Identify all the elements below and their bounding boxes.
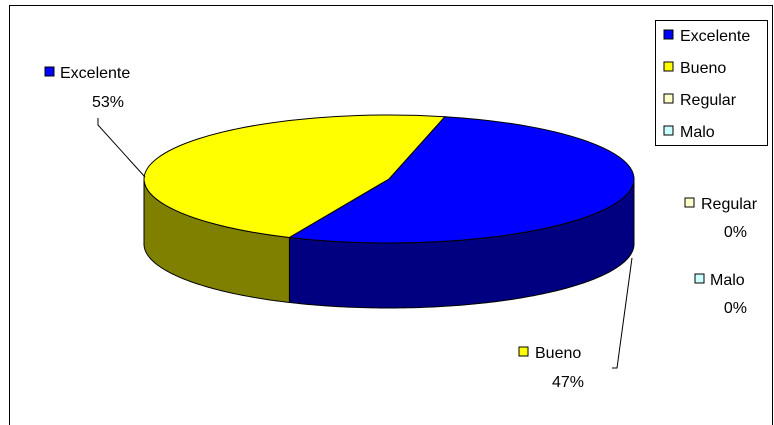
data-label-regular: Regular 0% bbox=[684, 196, 758, 241]
data-label-malo: Malo 0% bbox=[694, 272, 747, 317]
data-label-name-excelente: Excelente bbox=[60, 65, 130, 82]
legend-swatch-regular bbox=[663, 93, 674, 104]
legend-swatch-malo bbox=[663, 125, 674, 136]
data-label-pct-malo: 0% bbox=[724, 300, 747, 317]
legend-item-excelente: Excelente bbox=[663, 28, 750, 45]
pie-tops bbox=[143, 114, 635, 244]
legend-box bbox=[655, 20, 768, 146]
data-label-excelente: Excelente 53% bbox=[44, 65, 130, 111]
data-label-pct-excelente: 53% bbox=[92, 94, 124, 111]
data-label-marker-bueno bbox=[518, 346, 529, 357]
legend-label-regular: Regular bbox=[680, 92, 737, 109]
legend-item-malo: Malo bbox=[663, 124, 715, 141]
data-label-pct-bueno: 47% bbox=[552, 374, 584, 391]
data-label-marker-excelente bbox=[44, 66, 55, 77]
data-label-name-malo: Malo bbox=[710, 272, 745, 289]
pie-slice-excelente bbox=[287, 116, 635, 244]
legend-swatch-bueno bbox=[663, 61, 674, 72]
legend-swatch-excelente bbox=[663, 29, 674, 40]
leader-line-excelente bbox=[97, 118, 146, 178]
legend-label-malo: Malo bbox=[680, 124, 715, 141]
leader-line-bueno bbox=[612, 257, 633, 369]
data-label-marker-regular bbox=[684, 197, 695, 208]
pie-slice-bueno bbox=[143, 114, 446, 238]
chart-border bbox=[9, 5, 773, 425]
data-label-pct-regular: 0% bbox=[724, 224, 747, 241]
data-label-bueno: Bueno 47% bbox=[518, 345, 584, 391]
legend-item-bueno: Bueno bbox=[663, 60, 726, 77]
data-label-name-bueno: Bueno bbox=[535, 345, 581, 362]
legend-label-bueno: Bueno bbox=[680, 60, 726, 77]
data-label-name-regular: Regular bbox=[701, 196, 758, 213]
legend: Excelente Bueno Regular Malo bbox=[655, 20, 768, 146]
legend-label-excelente: Excelente bbox=[680, 28, 750, 45]
legend-item-regular: Regular bbox=[663, 92, 737, 109]
data-label-marker-malo bbox=[694, 273, 705, 284]
